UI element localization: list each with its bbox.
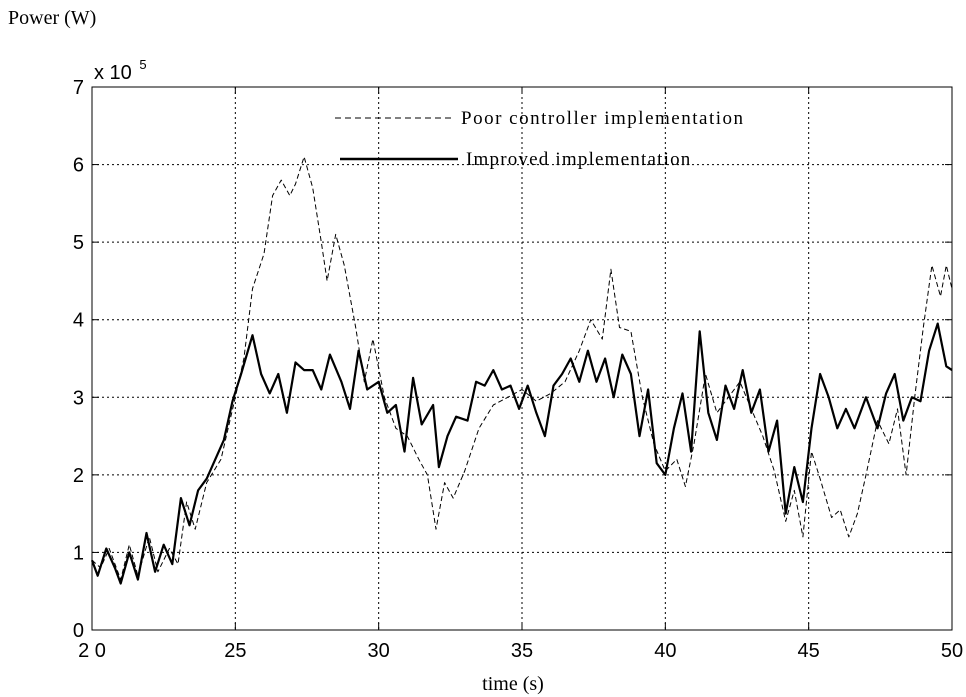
y-tick-label-3: 3 <box>73 387 84 409</box>
grid <box>92 87 952 630</box>
y-tick-label-4: 4 <box>73 310 84 332</box>
x-tick-label-2: 30 <box>368 640 390 662</box>
y-axis-label: Power (W) <box>8 7 96 29</box>
x-tick-label-6: 50 <box>941 640 963 662</box>
x-axis-label: time (s) <box>482 673 544 695</box>
y-multiplier: x 10 5 <box>94 57 147 84</box>
x-tick-label-3: 35 <box>511 640 533 662</box>
y-tick-label-2: 2 <box>73 465 84 487</box>
legend: Poor controller implementation Improved … <box>335 108 745 170</box>
y-tick-label-5: 5 <box>73 232 84 254</box>
series-line-improved <box>90 322 953 585</box>
y-tick-label-0: 0 <box>73 620 84 642</box>
legend-label-poor: Poor controller implementation <box>461 108 745 129</box>
y-tick-label-7: 7 <box>73 77 84 99</box>
x-tick-label-5: 45 <box>798 640 820 662</box>
y-multiplier-exponent: 5 <box>139 57 146 72</box>
legend-label-improved: Improved implementation <box>466 149 691 170</box>
x-tick-label-4: 40 <box>654 640 676 662</box>
y-tick-label-6: 6 <box>73 155 84 177</box>
x-tick-label-0: 2 0 <box>78 640 106 662</box>
y-multiplier-base: x 10 <box>94 62 132 84</box>
y-tick-label-1: 1 <box>73 542 84 564</box>
x-tick-label-1: 25 <box>224 640 246 662</box>
series-group <box>90 156 953 585</box>
